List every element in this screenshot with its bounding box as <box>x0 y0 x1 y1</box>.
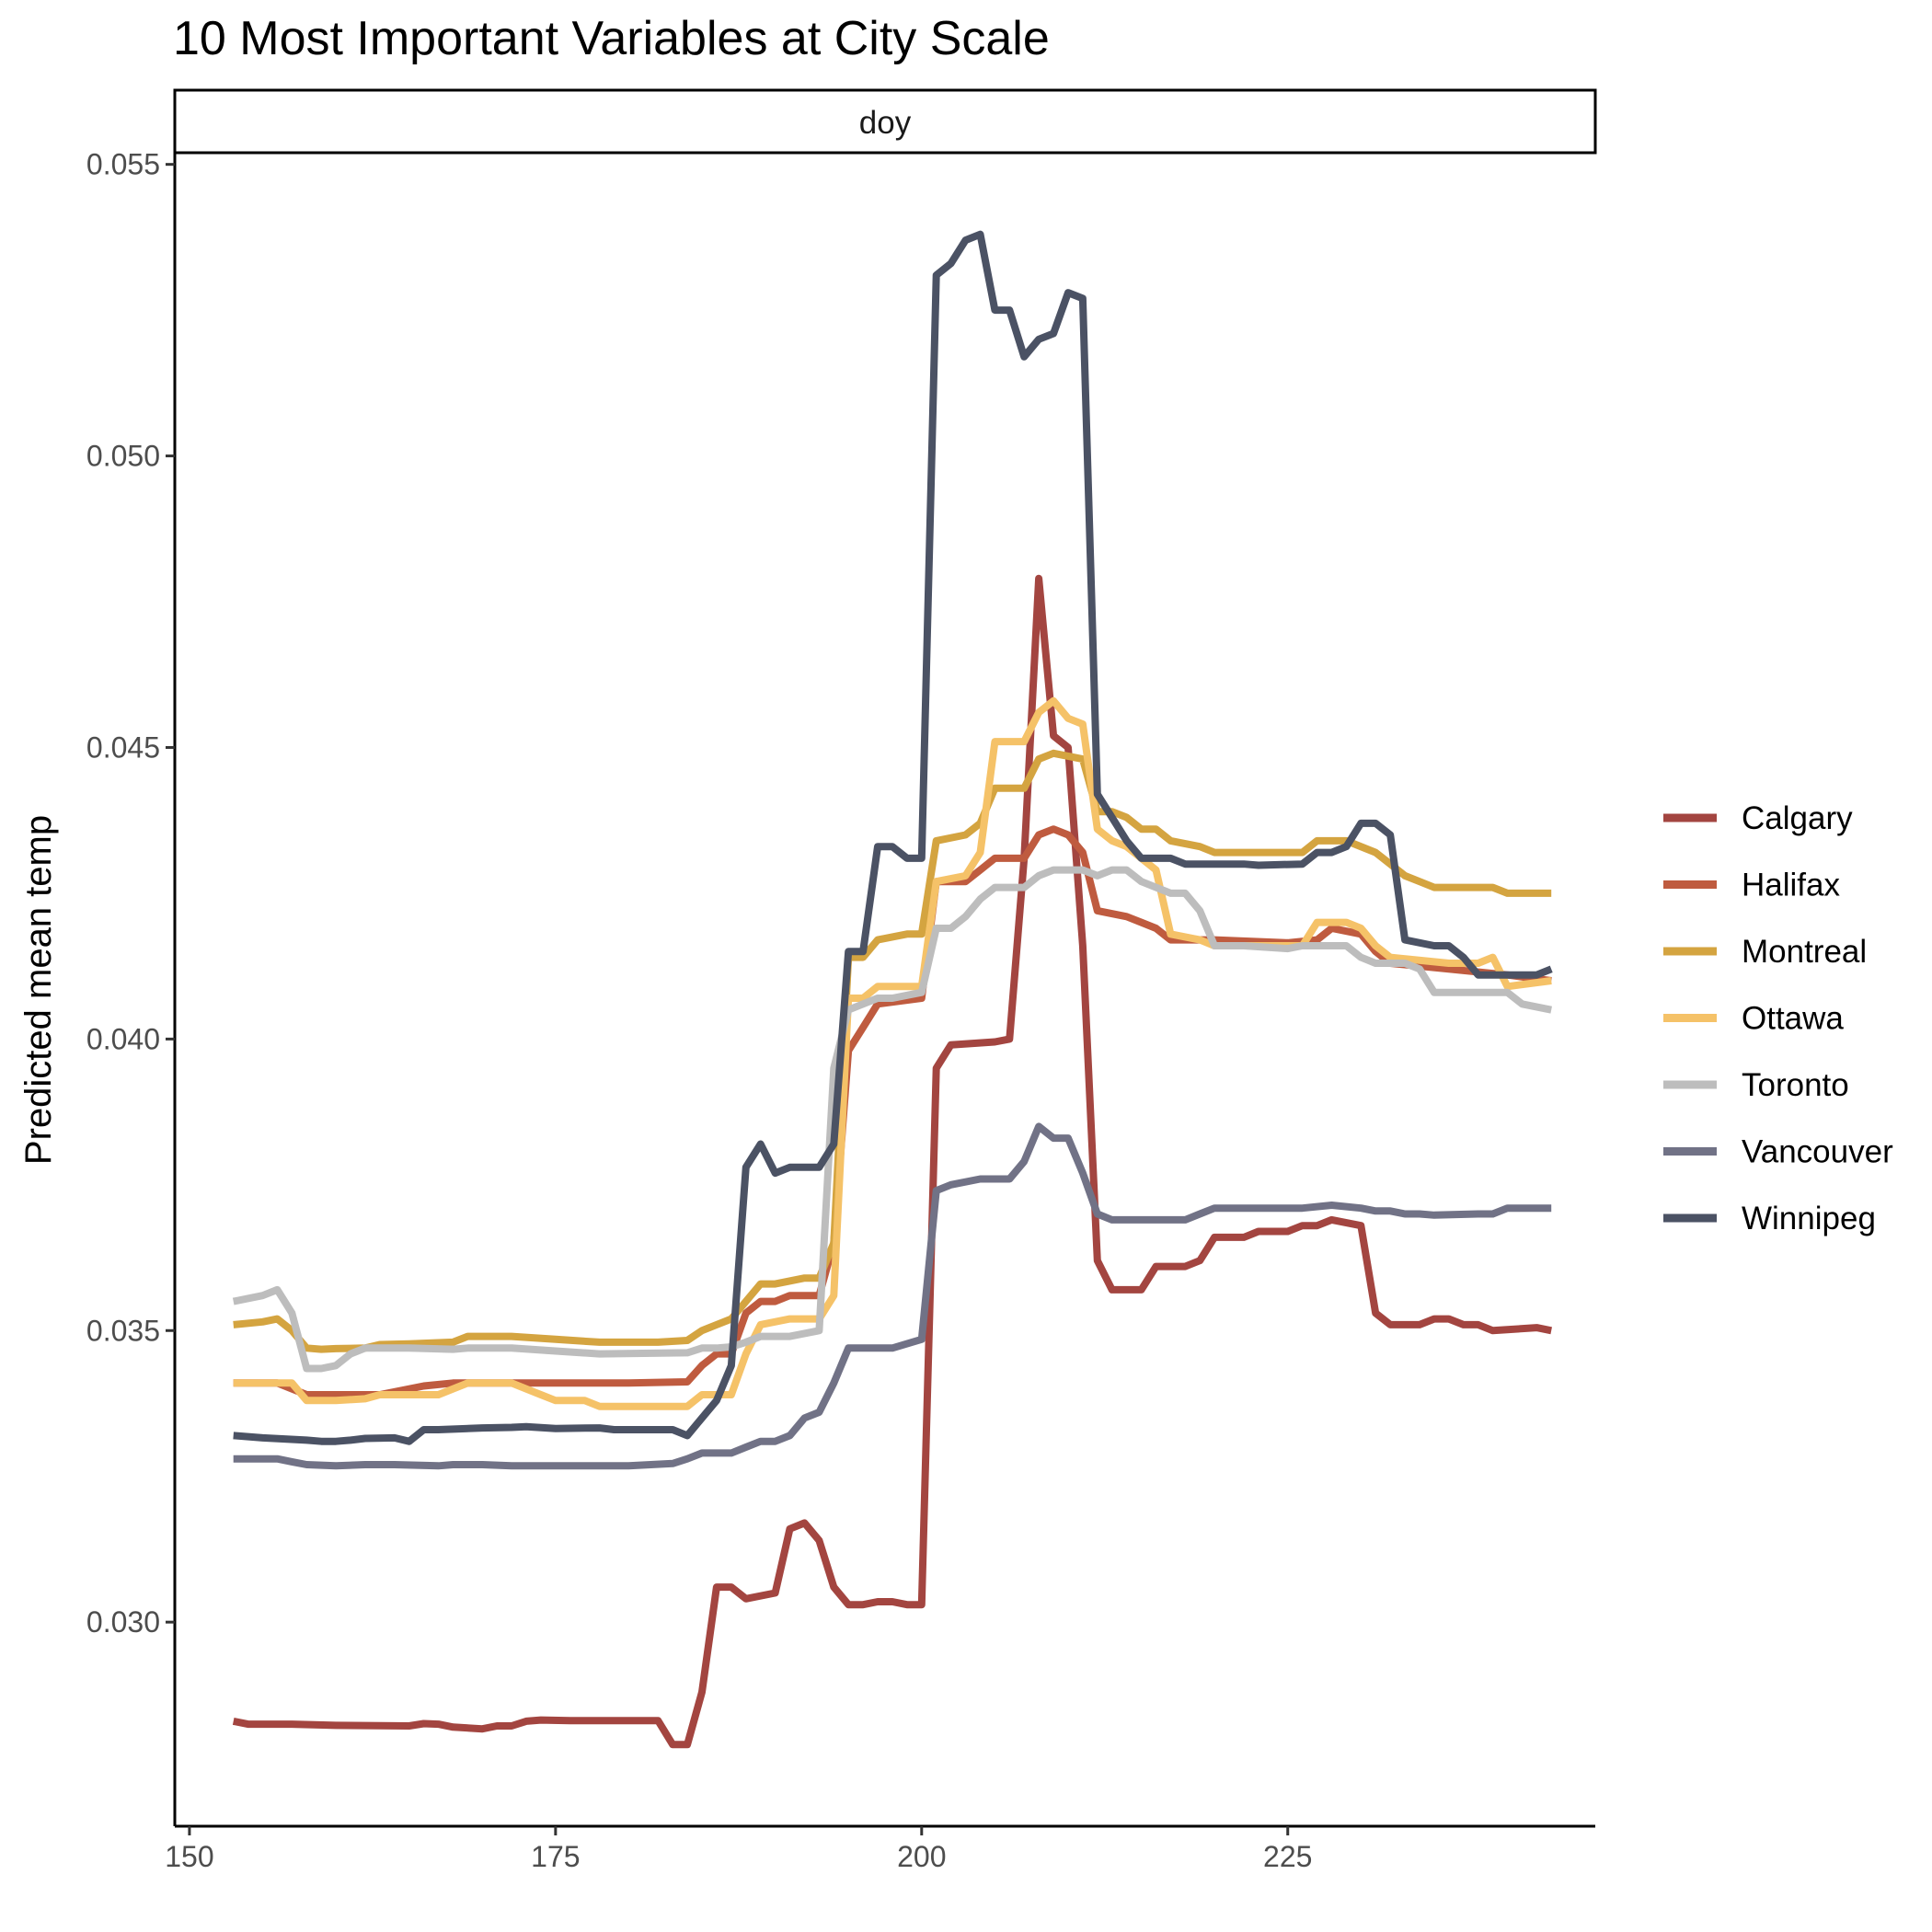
legend-label: Halifax <box>1742 868 1840 903</box>
legend-item-winnipeg: Winnipeg <box>1663 1201 1876 1236</box>
facet-strip-box <box>173 88 1597 155</box>
series-line-calgary <box>232 574 1552 1749</box>
y-tick-label: 0.040 <box>86 1022 160 1055</box>
series-line-toronto <box>232 866 1552 1373</box>
series-line-ottawa <box>233 696 1552 1410</box>
y-tick-label: 0.055 <box>86 148 160 181</box>
facet-strip-label: doy <box>859 105 912 141</box>
series-line-montreal <box>233 749 1552 1353</box>
y-axis-ticks: 0.030 0.035 0.040 0.045 0.050 0.055 <box>86 148 175 1639</box>
y-axis-title: Predicted mean temp <box>18 815 59 1165</box>
y-tick-label: 0.030 <box>86 1605 160 1639</box>
legend-item-halifax: Halifax <box>1663 868 1840 903</box>
legend-label: Winnipeg <box>1742 1201 1876 1236</box>
x-tick-label: 175 <box>531 1840 580 1873</box>
x-axis-ticks: 150 175 200 225 <box>165 1826 1312 1873</box>
legend: Calgary Halifax Montreal Ottawa Toronto Vanco… <box>1663 800 1893 1236</box>
legend-item-calgary: Calgary <box>1663 800 1853 836</box>
legend-item-toronto: Toronto <box>1663 1067 1849 1103</box>
facet-strip: doy <box>173 88 1597 155</box>
chart-title: 10 Most Important Variables at City Scal… <box>173 12 1050 65</box>
plot-area <box>232 230 1553 1749</box>
series-line-halifax <box>233 825 1552 1398</box>
x-tick-label: 200 <box>897 1840 946 1873</box>
legend-label: Calgary <box>1742 800 1853 836</box>
x-tick-label: 150 <box>165 1840 213 1873</box>
y-tick-label: 0.045 <box>86 730 160 764</box>
series-line-winnipeg <box>233 230 1553 1445</box>
legend-item-montreal: Montreal <box>1663 934 1867 970</box>
legend-label: Toronto <box>1742 1067 1849 1103</box>
legend-item-vancouver: Vancouver <box>1663 1134 1893 1170</box>
legend-label: Ottawa <box>1742 1001 1844 1037</box>
y-tick-label: 0.035 <box>86 1314 160 1347</box>
y-tick-label: 0.050 <box>86 440 160 473</box>
legend-label: Vancouver <box>1742 1134 1893 1170</box>
axes <box>173 153 1595 1828</box>
legend-item-ottawa: Ottawa <box>1663 1001 1844 1037</box>
x-tick-label: 225 <box>1263 1840 1312 1873</box>
legend-label: Montreal <box>1742 934 1867 970</box>
series-line-vancouver <box>233 1122 1552 1470</box>
